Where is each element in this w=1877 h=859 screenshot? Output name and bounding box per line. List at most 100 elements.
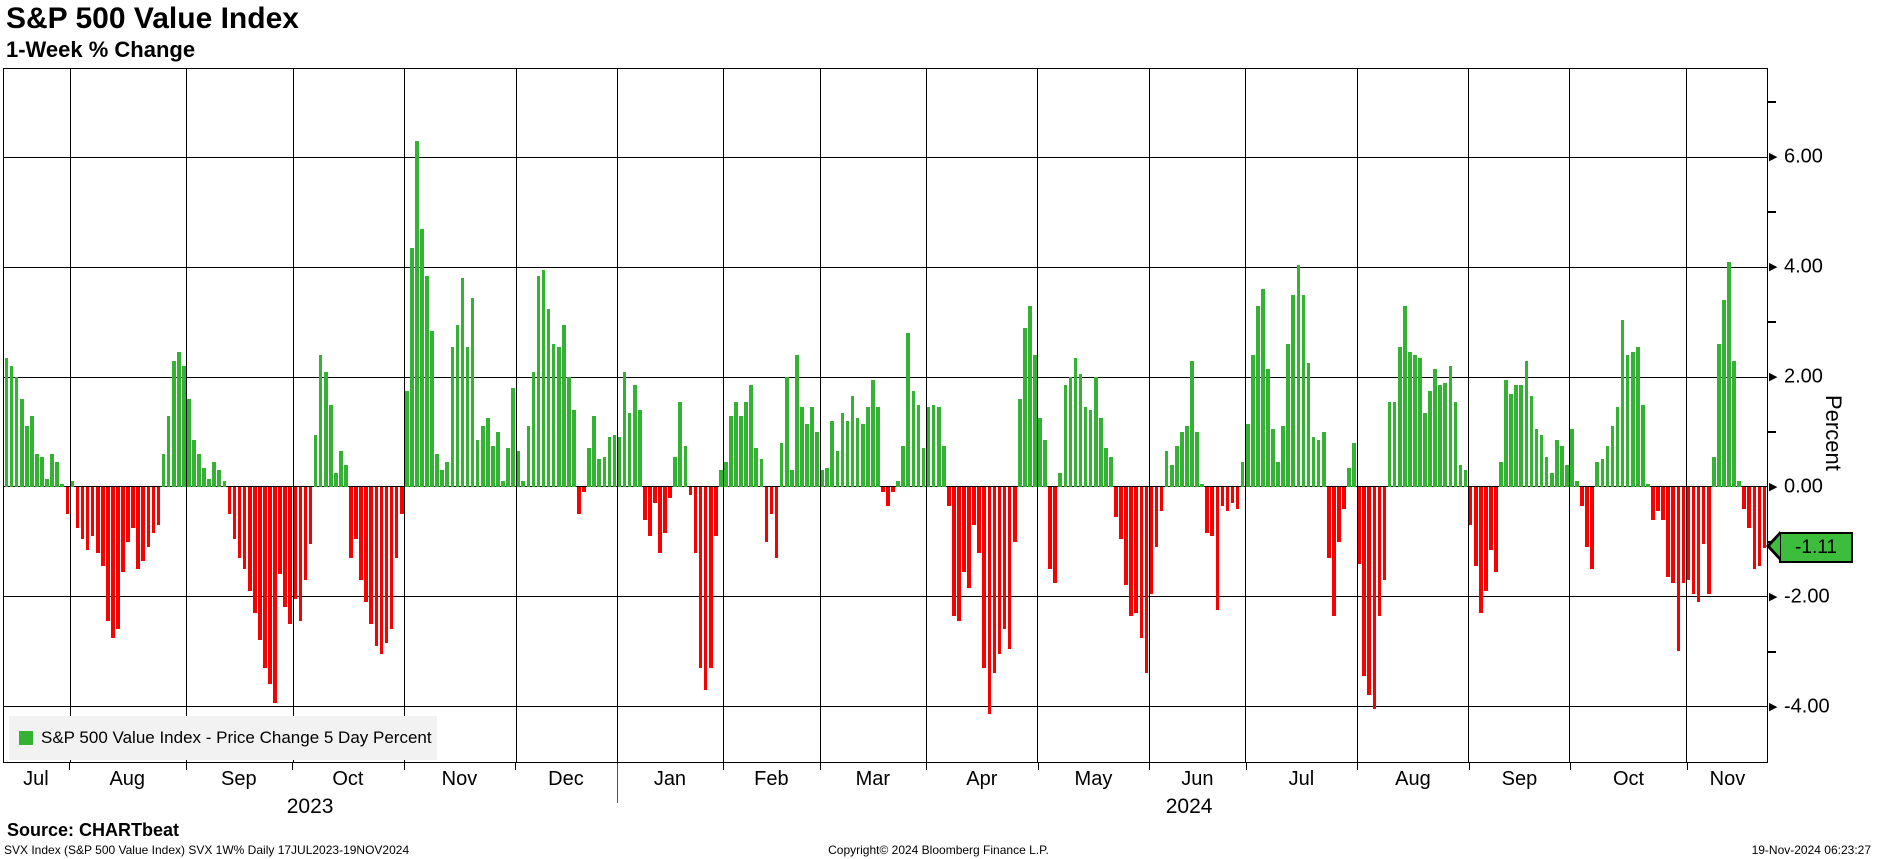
plot-area[interactable]: S&P 500 Value Index - Price Change 5 Day…: [3, 68, 1768, 763]
bar-positive: [916, 404, 921, 487]
bar-positive: [30, 415, 34, 487]
bar-positive: [1722, 300, 1726, 487]
bar-positive: [587, 448, 591, 487]
bar-negative: [582, 486, 586, 493]
bar-positive: [1169, 464, 1174, 487]
x-tick-mark: [185, 763, 187, 770]
bar-positive: [749, 385, 754, 487]
bar-positive: [1028, 305, 1032, 487]
bar-positive: [485, 418, 490, 487]
bar-positive: [602, 456, 607, 487]
bar-positive: [612, 434, 617, 487]
bar-negative: [1134, 486, 1139, 613]
bar-positive: [855, 418, 860, 487]
bar-positive: [850, 396, 855, 487]
bar-positive: [1316, 440, 1321, 487]
bar-positive: [425, 275, 429, 487]
bar-negative: [1382, 486, 1387, 580]
bar-positive: [1347, 467, 1351, 487]
bar-positive: [678, 401, 683, 487]
bar-negative: [111, 486, 115, 638]
bar-negative: [1332, 486, 1336, 616]
bar-positive: [926, 407, 931, 487]
x-tick-label-Jul-2024: Jul: [1288, 768, 1315, 790]
bar-positive: [1093, 377, 1098, 487]
bar-positive: [810, 407, 814, 487]
bar-negative: [663, 486, 667, 534]
bar-positive: [1068, 377, 1073, 487]
bar-positive: [1727, 261, 1731, 487]
gridline-x-Jun-2024: [1148, 69, 1150, 762]
bar-positive: [192, 440, 196, 487]
bar-positive: [323, 371, 328, 487]
year-label-2023: 2023: [286, 795, 334, 818]
bar-negative: [1372, 486, 1377, 709]
x-tick-mark: [1037, 763, 1039, 770]
bar-negative: [957, 486, 961, 622]
bar-positive: [24, 426, 29, 487]
bar-positive: [197, 453, 201, 487]
x-tick-label-Mar-2024: Mar: [855, 768, 891, 790]
bar-positive: [744, 401, 748, 487]
bar-negative: [1114, 486, 1118, 517]
bar-positive: [1428, 390, 1432, 487]
bar-positive: [1240, 462, 1245, 487]
bar-positive: [1625, 355, 1630, 487]
bar-negative: [1337, 486, 1341, 542]
bar-negative: [151, 486, 156, 534]
bar-positive: [1717, 344, 1721, 487]
bar-positive: [1164, 451, 1169, 487]
bar-negative: [1326, 486, 1331, 559]
legend-box[interactable]: S&P 500 Value Index - Price Change 5 Day…: [9, 716, 437, 760]
bar-negative: [100, 486, 105, 567]
bar-positive: [835, 451, 840, 487]
bar-positive: [1245, 423, 1250, 487]
bar-positive: [1104, 448, 1108, 487]
bar-positive: [521, 481, 526, 487]
gridline-x-Dec-2023: [515, 69, 517, 762]
bar-positive: [739, 415, 743, 487]
bar-positive: [1524, 360, 1529, 487]
bar-positive: [14, 377, 19, 487]
bar-positive: [460, 278, 465, 487]
bar-negative: [116, 486, 120, 630]
bar-positive: [1281, 426, 1285, 487]
bar-negative: [1706, 486, 1711, 594]
gridline-x-Jul-2024: [1245, 69, 1247, 762]
bar-positive: [1033, 355, 1037, 487]
bar-positive: [1392, 401, 1397, 487]
bar-positive: [1306, 363, 1311, 487]
bar-positive: [420, 229, 424, 487]
bar-positive: [637, 410, 642, 487]
bar-negative: [698, 486, 703, 668]
bar-negative: [141, 486, 146, 561]
bar-positive: [313, 434, 318, 487]
bar-negative: [688, 486, 693, 495]
bar-negative: [75, 486, 80, 528]
bar-positive: [1646, 484, 1650, 487]
bar-negative: [1225, 486, 1230, 512]
bar-negative: [1230, 486, 1235, 504]
bar-negative: [298, 486, 303, 622]
year-label-2024: 2024: [1165, 795, 1213, 818]
bar-positive: [789, 470, 794, 487]
bar-negative: [1656, 486, 1660, 512]
bar-positive: [1453, 401, 1458, 487]
bar-positive: [1083, 407, 1088, 487]
bar-positive: [845, 420, 850, 487]
bar-positive: [876, 407, 880, 487]
bar-negative: [283, 486, 287, 608]
bar-positive: [1276, 462, 1280, 487]
x-tick-mark: [403, 763, 405, 770]
bar-negative: [891, 486, 895, 493]
source-label: Source: CHARTbeat: [7, 820, 180, 840]
x-tick-label-Jun-2024: Jun: [1181, 768, 1214, 790]
bar-negative: [658, 486, 662, 553]
bar-negative: [653, 486, 657, 504]
y-minor-tick: [1768, 321, 1776, 324]
bar-positive: [754, 448, 759, 487]
gridline-y--4: [4, 705, 1767, 707]
bar-positive: [840, 412, 845, 487]
gridline-x-Aug-2023: [69, 69, 71, 762]
bar-positive: [622, 371, 627, 487]
